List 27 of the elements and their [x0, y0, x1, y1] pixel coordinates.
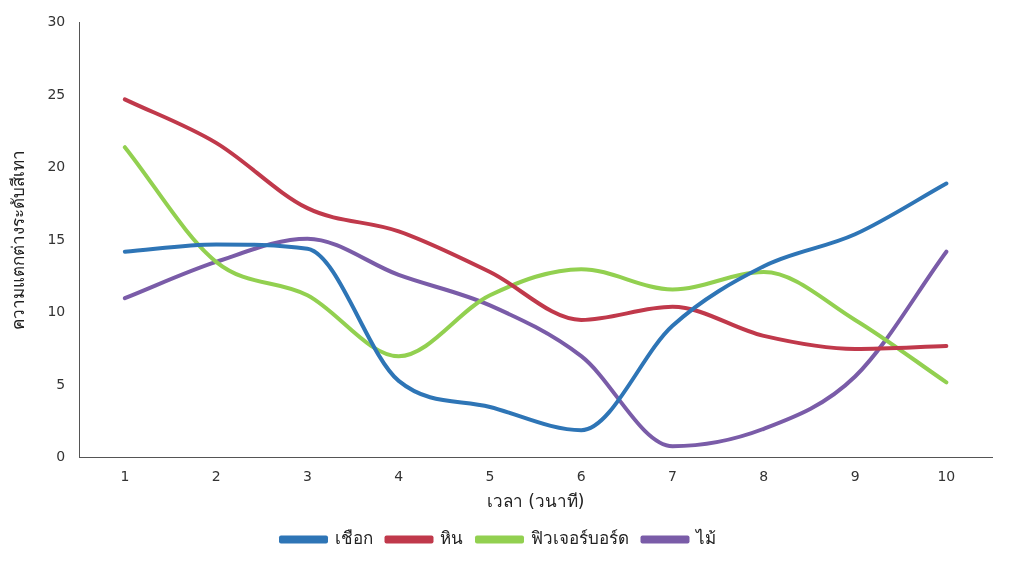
x-tick-label: 2 — [211, 467, 221, 484]
x-tick-label: 4 — [394, 467, 404, 484]
line-series — [122, 236, 949, 449]
y-tick-label: 20 — [47, 158, 66, 175]
x-tick-label: 1 — [120, 467, 130, 484]
x-tick-label: 9 — [850, 467, 860, 484]
x-tick-label: 7 — [668, 467, 677, 484]
x-tick-label: 10 — [937, 467, 956, 484]
y-tick-label: 5 — [56, 375, 66, 392]
x-axis-title: เวลา (วนาที) — [486, 491, 585, 512]
legend-label: ไม้ — [694, 527, 716, 548]
line-series — [122, 145, 949, 385]
y-axis-title: ความแตกต่างระดับสีเทา — [7, 150, 28, 331]
legend-label: หิน — [440, 527, 463, 548]
line-series — [122, 97, 949, 351]
y-tick-label: 0 — [56, 448, 66, 465]
y-tick-label: 30 — [47, 13, 66, 30]
x-tick-label: 8 — [759, 467, 769, 484]
line-series — [122, 181, 949, 433]
legend-label: ฟิวเจอร์บอร์ด — [530, 527, 629, 548]
x-tick-label: 6 — [576, 467, 586, 484]
legend-label: เชือก — [334, 527, 373, 548]
y-tick-label: 25 — [47, 85, 66, 102]
x-tick-label: 5 — [485, 467, 495, 484]
x-tick-label: 3 — [302, 467, 312, 484]
y-tick-label: 10 — [47, 303, 66, 320]
y-tick-label: 15 — [47, 230, 66, 247]
